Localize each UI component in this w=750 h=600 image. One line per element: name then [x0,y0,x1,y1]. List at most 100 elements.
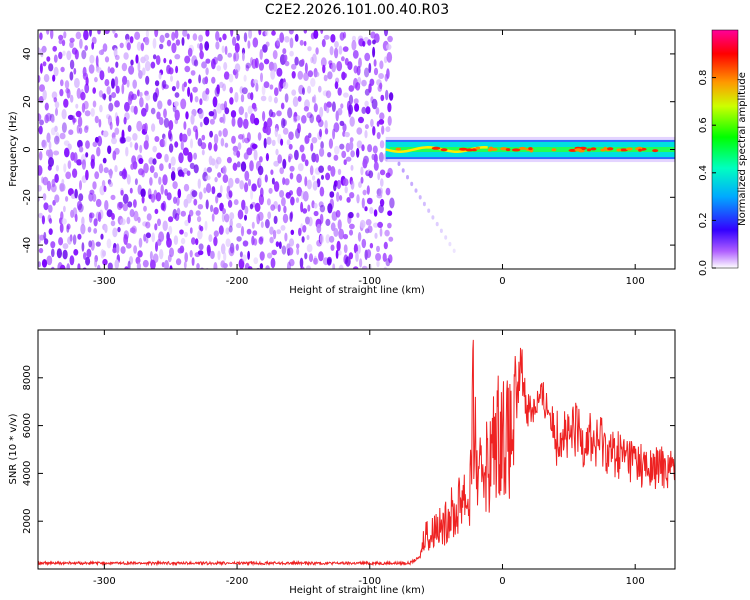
spectrogram-noise-cell [313,30,319,39]
spectrogram-noise-cell [212,96,218,108]
spectrogram-noise-cell [140,188,146,198]
signal-trail [448,241,452,247]
spectrogram-noise-cell [325,218,331,226]
spectrogram-noise-cell [145,30,149,38]
signal-trail [406,175,409,180]
spectrogram-noise-cell [38,261,41,268]
spectrogram-noise-cell [278,268,281,269]
spectrogram-noise-cell [284,60,290,67]
spectrogram-noise-cell [69,71,74,81]
spectrogram-noise-cell [92,87,96,94]
spectrogram-noise-cell [168,225,173,235]
spectrogram-noise-cell [265,125,271,136]
spectrogram-noise-cell [253,238,258,246]
spectrogram-noise-cell [174,141,179,148]
signal-peak [581,147,586,151]
spectrogram-noise-cell [274,87,279,97]
spectrogram-noise-cell [301,115,307,124]
spectrogram-noise-cell [243,32,248,43]
spectrogram-noise-cell [235,243,239,251]
spectrogram-noise-cell [116,201,123,211]
spectrogram-noise-cell [232,36,237,46]
spectrogram-noise-cell [258,62,264,71]
signal-peak [574,148,583,152]
y-tick-label: 2000 [22,508,33,533]
spectrogram-noise-cell [96,146,101,157]
spectrogram-noise-cell [120,189,124,196]
spectrogram-noise-cell [289,212,293,223]
spectrogram-noise-cell [174,92,180,98]
spectrogram-noise-cell [283,205,287,214]
spectrogram-noise-cell [169,247,174,258]
spectrogram-noise-cell [41,45,47,53]
spectrogram-noise-cell [175,258,182,266]
spectrogram-noise-cell [44,102,49,111]
spectrogram-noise-cell [208,234,213,243]
spectrogram-noise-cell [348,252,354,260]
spectrogram-noise-cell [334,47,339,59]
spectrogram-noise-cell [325,106,330,114]
spectrogram-noise-cell [133,105,138,115]
spectrogram-noise-cell [85,256,91,266]
signal-trail [439,228,443,233]
spectrogram-noise-cell [361,197,365,209]
signal-trail [401,168,405,173]
spectrogram-noise-cell [300,201,304,213]
spectrogram-noise-cell [173,196,177,204]
spectrogram-noise-cell [54,101,60,109]
spectrogram-noise-cell [342,31,347,39]
spectrogram-noise-cell [135,54,139,64]
spectrogram-noise-cell [125,33,130,41]
spectrogram-noise-cell [270,169,274,175]
spectrogram-noise-cell [233,150,238,156]
spectrogram-noise-cell [61,122,67,133]
spectrogram-noise-cell [372,145,378,154]
spectrogram-noise-cell [304,159,309,167]
spectrogram-noise-cell [385,172,391,178]
spectrogram-noise-cell [281,117,286,129]
spectrogram-noise-cell [186,193,192,204]
spectrogram-noise-cell [259,251,265,261]
spectrogram-noise-cell [171,31,176,41]
spectrogram-noise-cell [78,193,84,202]
spectrogram-noise-cell [81,242,85,252]
spectrogram-noise-cell [109,168,113,179]
spectrogram-noise-cell [114,127,120,135]
spectrogram-noise-cell [108,102,114,112]
spectrogram-noise-cell [175,65,179,74]
spectrogram-noise-cell [310,142,314,152]
spectrogram-noise-cell [354,103,360,112]
spectrogram-noise-cell [237,142,242,151]
spectrogram-noise-cell [46,255,53,266]
spectrogram-noise-cell [58,39,63,45]
spectrogram-noise-cell [55,164,60,172]
spectrogram-noise-cell [296,186,303,197]
spectrogram-noise-cell [377,221,383,228]
spectrogram-noise-cell [305,216,310,225]
spectrogram-noise-cell [257,132,262,141]
spectrogram-noise-cell [158,72,162,80]
spectrogram-noise-cell [159,163,164,172]
spectrogram-noise-cell [240,226,245,237]
spectrogram-noise-cell [385,258,391,267]
spectrogram-noise-cell [73,152,78,163]
spectrogram-noise-cell [41,139,48,149]
spectrogram-noise-cell [157,100,163,110]
spectrogram-noise-cell [290,196,295,206]
spectrogram-noise-cell [83,252,87,260]
spectrogram-noise-cell [234,42,240,53]
spectrogram-noise-cell [84,83,90,94]
spectrogram-noise-cell [132,160,138,170]
spectrogram-noise-cell [159,43,164,50]
spectrogram-noise-cell [273,181,280,192]
spectrogram-noise-cell [331,101,336,112]
spectrogram-noise-cell [94,115,99,124]
spectrogram-noise-cell [150,193,156,203]
spectrogram-noise-cell [99,70,105,81]
spectrogram-noise-cell [272,50,278,60]
spectrogram-noise-cell [66,88,71,99]
spectrogram-noise-cell [189,250,193,258]
spectrogram-noise-cell [277,154,283,164]
spectrogram-noise-cell [138,157,144,165]
spectrogram-noise-cell [50,30,54,40]
